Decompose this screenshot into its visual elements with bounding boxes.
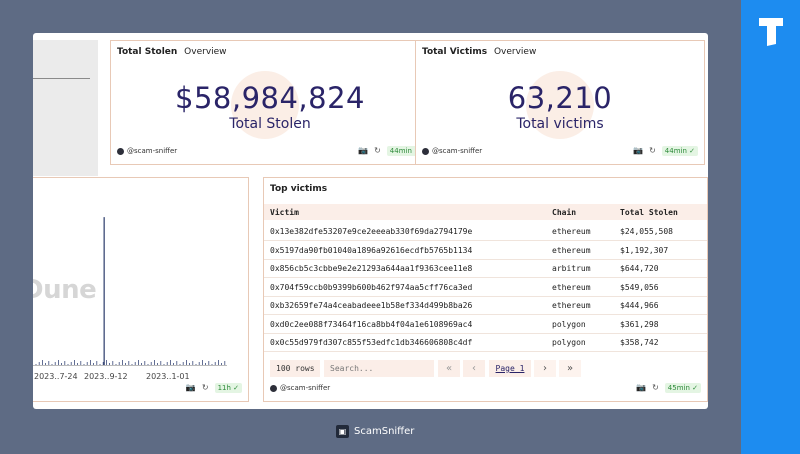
victim-address[interactable]: 0x704f59ccb0b9399b600b462f974aa5cff76ca3… <box>270 282 473 292</box>
chain: ethereum <box>552 282 591 292</box>
total-stolen: $444,966 <box>620 301 659 310</box>
chain: arbitrum <box>552 264 591 273</box>
camera-icon[interactable]: 📷 <box>185 383 196 392</box>
freshness-badge: 44min ✓ <box>661 146 698 156</box>
refresh-icon[interactable]: ↻ <box>649 146 656 155</box>
search-input[interactable]: Search... <box>324 360 434 377</box>
total-victims-label: Total victims <box>516 116 604 132</box>
first-page-icon[interactable]: « <box>438 360 460 377</box>
table-row[interactable]: 0x856cb5c3cbbe9e2e21293a644aa1f9363cee11… <box>264 259 707 278</box>
avatar-icon <box>422 147 429 155</box>
card-title: Total Victims Overview <box>422 47 536 57</box>
brand-footer: ▣ ScamSniffer <box>336 425 414 438</box>
victims-chart-card: Dune 2023..7-24 2023..9-12 2023..1-01 📷 … <box>33 177 249 402</box>
x-tick-label: 2023..9-12 <box>84 372 128 381</box>
dashboard-frame: Total Stolen Overview $58,984,824 Total … <box>33 33 708 409</box>
page-indicator[interactable]: Page 1 <box>489 360 531 377</box>
right-sidebar <box>741 0 800 454</box>
card-title-text: Total Victims <box>422 47 488 57</box>
total-stolen: $358,742 <box>620 338 659 347</box>
divider <box>33 78 90 79</box>
column-header-victim[interactable]: Victim <box>270 208 299 217</box>
dune-watermark: Dune <box>33 275 97 305</box>
table-row[interactable]: 0xb32659fe74a4ceabadeee1b58ef334d499b8ba… <box>264 296 707 315</box>
row-count: 100 rows <box>270 360 320 377</box>
card-footer: @scam-sniffer 📷 ↻ 44min ✓ <box>422 146 698 158</box>
freshness-badge: 44min ✓ <box>386 146 423 156</box>
victim-address[interactable]: 0x5197da90fb01040a1896a92616ecdfb5765b11… <box>270 245 473 255</box>
grey-panel <box>33 40 98 176</box>
decorative-glow <box>526 71 594 139</box>
table-row[interactable]: 0x5197da90fb01040a1896a92616ecdfb5765b11… <box>264 241 707 260</box>
victim-address[interactable]: 0x856cb5c3cbbe9e2e21293a644aa1f9363cee11… <box>270 264 473 273</box>
card-footer: @scam-sniffer 📷 ↻ 44min ✓ <box>117 146 423 158</box>
table-header: Victim Chain Total Stolen <box>264 204 707 220</box>
refresh-icon[interactable]: ↻ <box>201 383 209 392</box>
chain: polygon <box>552 338 586 347</box>
total-stolen: $549,056 <box>620 282 659 292</box>
card-footer: 📷 ↻ 11h ✓ <box>38 383 242 395</box>
table-row[interactable]: 0x0c55d979fd307c855f53edfc1db346606808c4… <box>264 333 707 352</box>
chain: ethereum <box>552 227 591 236</box>
total-stolen-value: $58,984,824 <box>175 81 365 115</box>
overview-tab[interactable]: Overview <box>184 47 227 57</box>
pagination-bar: 100 rows Search... « ‹ Page 1 › » <box>270 360 701 377</box>
victim-address[interactable]: 0xb32659fe74a4ceabadeee1b58ef334d499b8ba… <box>270 301 473 310</box>
total-victims-value: 63,210 <box>507 81 613 115</box>
chain: ethereum <box>552 245 591 255</box>
total-stolen: $24,055,508 <box>620 227 673 236</box>
freshness-badge: 11h ✓ <box>214 383 242 393</box>
column-header-total-stolen[interactable]: Total Stolen <box>620 208 678 217</box>
card-footer: @scam-sniffer 📷 ↻ 45min ✓ <box>270 383 701 395</box>
previous-page-icon[interactable]: ‹ <box>463 360 485 377</box>
victim-address[interactable]: 0xd0c2ee088f73464f16ca8bb4f04a1e6108969a… <box>270 319 473 329</box>
total-stolen: $1,192,307 <box>620 245 669 255</box>
total-stolen-card: Total Stolen Overview $58,984,824 Total … <box>110 40 430 165</box>
author-link[interactable]: @scam-sniffer <box>127 147 178 155</box>
total-stolen: $361,298 <box>620 319 659 329</box>
last-page-icon[interactable]: » <box>559 360 581 377</box>
total-stolen: $644,720 <box>620 264 659 273</box>
x-axis-line <box>33 365 227 366</box>
avatar-icon <box>270 384 277 392</box>
freshness-badge: 45min ✓ <box>664 383 701 393</box>
author-link[interactable]: @scam-sniffer <box>432 147 483 155</box>
x-tick-label: 2023..1-01 <box>146 372 190 381</box>
refresh-icon[interactable]: ↻ <box>652 383 659 392</box>
brand-logo-icon <box>759 18 783 46</box>
camera-icon[interactable]: 📷 <box>633 146 644 155</box>
overview-tab[interactable]: Overview <box>493 47 537 57</box>
top-victims-card: Top victims Victim Chain Total Stolen 0x… <box>263 177 708 402</box>
column-header-chain[interactable]: Chain <box>552 208 577 217</box>
x-tick-label: 2023..7-24 <box>34 372 78 381</box>
next-page-icon[interactable]: › <box>534 360 556 377</box>
card-title: Total Stolen Overview <box>117 47 227 57</box>
scamsniffer-logo-icon: ▣ <box>336 425 349 438</box>
chart-plot <box>35 217 226 365</box>
table-row[interactable]: 0x704f59ccb0b9399b600b462f974aa5cff76ca3… <box>264 278 707 297</box>
author-link[interactable]: @scam-sniffer <box>280 384 331 392</box>
total-stolen-label: Total Stolen <box>229 116 311 132</box>
total-victims-card: Total Victims Overview 63,210 Total vict… <box>415 40 705 165</box>
card-title-text: Total Stolen <box>117 47 178 57</box>
victim-address[interactable]: 0x0c55d979fd307c855f53edfc1db346606808c4… <box>270 338 473 347</box>
camera-icon[interactable]: 📷 <box>358 146 369 155</box>
avatar-icon <box>117 147 124 155</box>
table-row[interactable]: 0x13e382dfe53207e9ce2eeeab330f69da279417… <box>264 222 707 241</box>
victim-address[interactable]: 0x13e382dfe53207e9ce2eeeab330f69da279417… <box>270 227 473 236</box>
camera-icon[interactable]: 📷 <box>636 383 647 392</box>
refresh-icon[interactable]: ↻ <box>374 146 381 155</box>
decorative-glow <box>231 71 299 139</box>
table-title: Top victims <box>270 184 328 194</box>
chain: polygon <box>552 319 586 329</box>
chain: ethereum <box>552 301 591 310</box>
brand-name: ScamSniffer <box>354 426 415 437</box>
table-row[interactable]: 0xd0c2ee088f73464f16ca8bb4f04a1e6108969a… <box>264 315 707 334</box>
